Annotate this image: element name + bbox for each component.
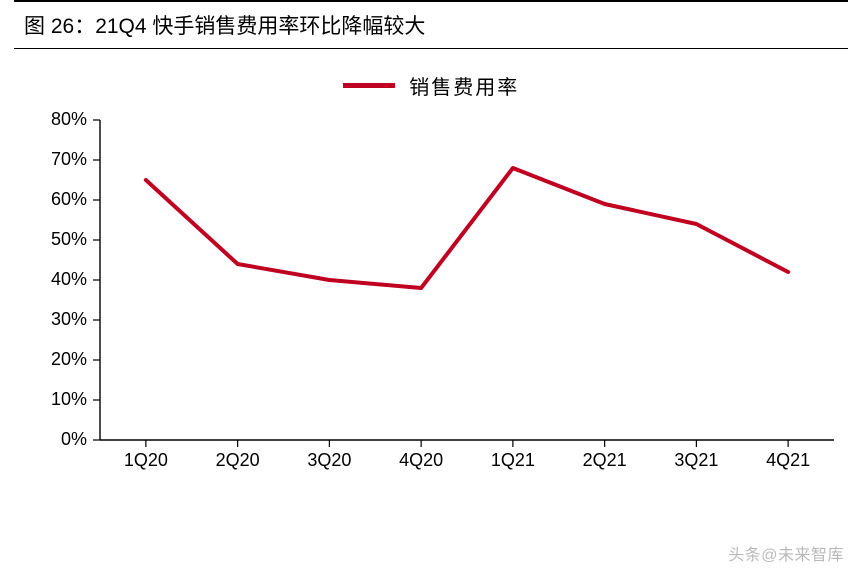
svg-text:50%: 50% xyxy=(51,229,87,249)
line-chart-svg: 0% 10% 20% 30% 40% 50% 60% 70% 80% 1Q20 2Q20 3Q20 4Q… xyxy=(14,110,848,490)
svg-text:20%: 20% xyxy=(51,349,87,369)
svg-text:1Q21: 1Q21 xyxy=(491,450,535,470)
svg-text:70%: 70% xyxy=(51,149,87,169)
chart-title: 图 26：21Q4 快手销售费用率环比降幅较大 xyxy=(24,15,425,38)
svg-text:80%: 80% xyxy=(51,110,87,129)
chart-header: 图 26：21Q4 快手销售费用率环比降幅较大 xyxy=(14,0,848,49)
svg-text:60%: 60% xyxy=(51,189,87,209)
svg-text:2Q20: 2Q20 xyxy=(216,450,260,470)
svg-text:2Q21: 2Q21 xyxy=(583,450,627,470)
svg-text:1Q20: 1Q20 xyxy=(124,450,168,470)
chart-legend: 销售费用率 xyxy=(0,71,862,100)
chart-area: 0% 10% 20% 30% 40% 50% 60% 70% 80% 1Q20 2Q20 3Q20 4Q… xyxy=(14,110,848,490)
watermark-text: 头条@未来智库 xyxy=(728,541,844,565)
svg-text:10%: 10% xyxy=(51,389,87,409)
svg-text:4Q21: 4Q21 xyxy=(766,450,810,470)
svg-text:3Q20: 3Q20 xyxy=(307,450,351,470)
svg-text:30%: 30% xyxy=(51,309,87,329)
svg-text:3Q21: 3Q21 xyxy=(674,450,718,470)
svg-text:0%: 0% xyxy=(61,429,87,449)
svg-text:40%: 40% xyxy=(51,269,87,289)
legend-swatch xyxy=(343,83,395,88)
legend-label: 销售费用率 xyxy=(409,77,519,99)
svg-text:4Q20: 4Q20 xyxy=(399,450,443,470)
